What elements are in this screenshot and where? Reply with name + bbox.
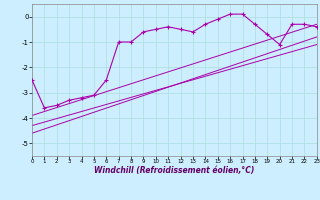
X-axis label: Windchill (Refroidissement éolien,°C): Windchill (Refroidissement éolien,°C) [94, 166, 255, 175]
